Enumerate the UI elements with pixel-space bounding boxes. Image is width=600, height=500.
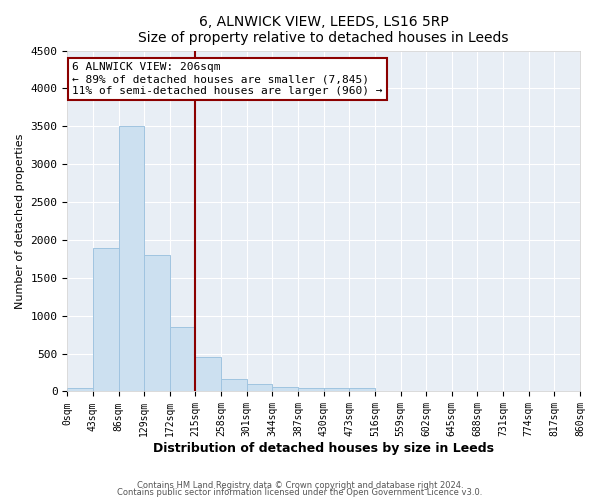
Bar [196, 358, 221, 392]
Bar [119, 126, 144, 392]
Text: Contains HM Land Registry data © Crown copyright and database right 2024.: Contains HM Land Registry data © Crown c… [137, 480, 463, 490]
Bar [247, 384, 272, 392]
Bar [272, 387, 298, 392]
Bar [323, 388, 349, 392]
Bar [221, 378, 247, 392]
Bar [298, 388, 323, 392]
Text: 6 ALNWICK VIEW: 206sqm
← 89% of detached houses are smaller (7,845)
11% of semi-: 6 ALNWICK VIEW: 206sqm ← 89% of detached… [73, 62, 383, 96]
Bar [93, 248, 119, 392]
Y-axis label: Number of detached properties: Number of detached properties [15, 134, 25, 308]
Text: Contains public sector information licensed under the Open Government Licence v3: Contains public sector information licen… [118, 488, 482, 497]
Bar [170, 327, 196, 392]
X-axis label: Distribution of detached houses by size in Leeds: Distribution of detached houses by size … [153, 442, 494, 455]
Bar [67, 388, 93, 392]
Bar [349, 388, 375, 392]
Title: 6, ALNWICK VIEW, LEEDS, LS16 5RP
Size of property relative to detached houses in: 6, ALNWICK VIEW, LEEDS, LS16 5RP Size of… [139, 15, 509, 45]
Bar [144, 255, 170, 392]
